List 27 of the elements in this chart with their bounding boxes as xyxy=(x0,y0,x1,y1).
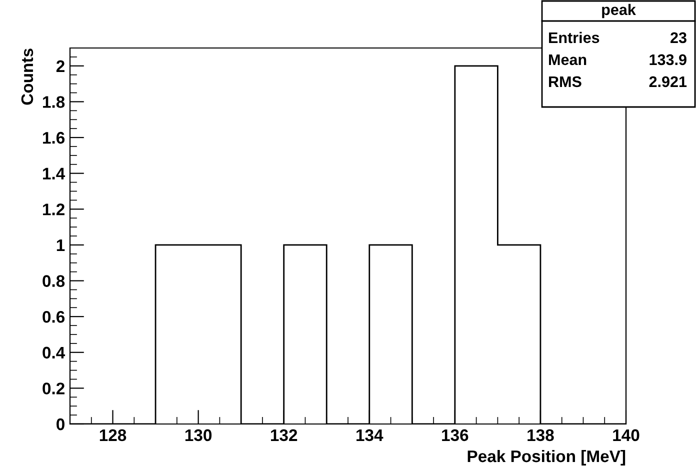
annotation: Mean xyxy=(549,54,586,66)
text: 2.921 xyxy=(649,76,687,88)
y-tick-label: 1 xyxy=(56,240,65,251)
x-tick-label: 134 xyxy=(356,429,384,442)
x-axis-title: Peak Position [MeV] xyxy=(468,450,626,466)
annotation: RMS xyxy=(549,76,582,88)
x-tick-label: 136 xyxy=(442,429,468,442)
x-tick-label: 130 xyxy=(185,429,212,442)
y-tick-label: 1.2 xyxy=(43,204,64,216)
y-tick-label: 0.8 xyxy=(42,275,65,287)
y-tick-label: 2 xyxy=(56,60,64,72)
x-tick-label: 140 xyxy=(613,429,640,442)
y-tick-label: 1.8 xyxy=(43,96,65,108)
x-tick-label: 132 xyxy=(270,429,298,442)
y-tick-label: 0 xyxy=(56,418,64,430)
x-tick-label: 128 xyxy=(100,429,126,442)
y-tick-label: 1.4 xyxy=(43,168,66,180)
text: peak xyxy=(602,4,636,18)
y-tick-label: 0.4 xyxy=(42,346,66,359)
text: 133.9 xyxy=(650,54,686,66)
text: 23 xyxy=(670,32,686,44)
y-tick-label: 0.2 xyxy=(42,382,64,394)
text: Entries xyxy=(549,32,600,44)
y-tick-label: 1.6 xyxy=(43,132,65,144)
y-axis-title: Counts xyxy=(21,48,34,105)
y-tick-label: 0.6 xyxy=(42,310,65,323)
x-tick-label: 138 xyxy=(528,429,554,442)
